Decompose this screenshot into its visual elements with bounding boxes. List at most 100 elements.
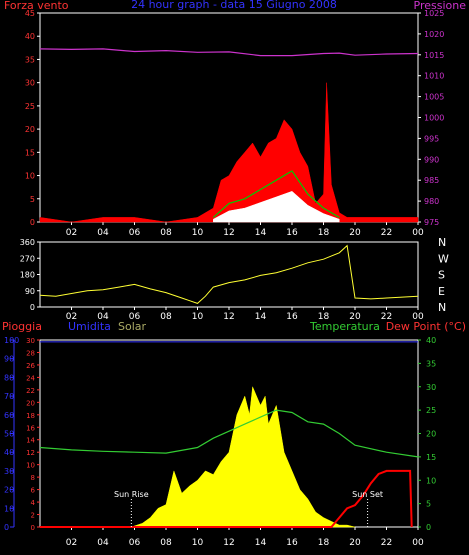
top-x-label: 10: [192, 228, 204, 238]
rain-tick-label: 2: [31, 512, 35, 520]
top-x-label: 16: [286, 228, 298, 238]
direction-letter: N: [438, 236, 446, 249]
top-left-tick-label: 25: [25, 102, 35, 111]
direction-x-label: 12: [223, 312, 234, 322]
direction-x-label: 02: [66, 312, 77, 322]
direction-x-label: 04: [97, 312, 109, 322]
humidity-tick-label: 60: [4, 411, 14, 420]
top-x-label: 04: [97, 228, 109, 238]
temp-tick-label: 5: [426, 500, 431, 509]
bottom-x-label: 18: [318, 538, 330, 548]
wind-low-area: [213, 191, 340, 223]
top-left-tick-label: 40: [25, 32, 35, 41]
bottom-x-label: 04: [97, 538, 109, 548]
rain-tick-label: 14: [26, 437, 35, 445]
rain-line: [40, 469, 413, 528]
direction-letter: S: [438, 269, 445, 282]
top-x-label: 22: [381, 228, 392, 238]
direction-letter: N: [438, 301, 446, 314]
top-left-tick-label: 35: [25, 55, 35, 64]
temp-tick-label: 40: [426, 336, 436, 345]
top-right-tick-label: 980: [424, 197, 439, 206]
top-right-tick-label: 975: [424, 218, 439, 227]
direction-tick-label: 180: [20, 271, 35, 280]
direction-tick-label: 90: [25, 287, 35, 296]
top-right-tick-label: 995: [424, 134, 439, 143]
dewpoint-label: Dew Point (°C): [386, 320, 466, 333]
rain-tick-label: 26: [26, 362, 35, 370]
top-x-label: 00: [412, 228, 424, 238]
annotation-label: Sun Rise: [114, 490, 149, 499]
direction-x-label: 00: [412, 312, 424, 322]
rain-tick-label: 28: [26, 349, 35, 357]
bottom-x-label: 06: [129, 538, 141, 548]
top-title: 24 hour graph - data 15 Giugno 2008: [131, 0, 337, 11]
top-right-tick-label: 985: [424, 176, 439, 185]
rain-tick-label: 24: [26, 374, 35, 382]
direction-tick-label: 270: [20, 254, 35, 263]
top-x-label: 06: [129, 228, 141, 238]
top-x-label: 14: [255, 228, 267, 238]
top-right-tick-label: 1010: [424, 72, 444, 81]
top-right-tick-label: 990: [424, 155, 439, 164]
bottom-x-label: 16: [286, 538, 298, 548]
top-right-tick-label: 1025: [424, 9, 444, 18]
rain-tick-label: 6: [31, 487, 36, 495]
temp-tick-label: 15: [426, 453, 436, 462]
top-left-tick-label: 15: [25, 148, 35, 157]
bottom-x-label: 12: [223, 538, 234, 548]
direction-x-label: 06: [129, 312, 141, 322]
top-left-tick-label: 0: [30, 218, 35, 227]
bottom-x-label: 08: [160, 538, 172, 548]
direction-tick-label: 0: [30, 303, 35, 312]
top-right-tick-label: 1015: [424, 51, 444, 60]
humidity-tick-label: 100: [4, 336, 19, 345]
rain-label: Pioggia: [2, 320, 42, 333]
temp-tick-label: 10: [426, 476, 436, 485]
humidity-tick-label: 30: [4, 467, 14, 476]
humidity-tick-label: 70: [4, 392, 14, 401]
rain-tick-label: 8: [31, 474, 35, 482]
bottom-x-label: 20: [349, 538, 361, 548]
wind-gust-area: [39, 82, 419, 223]
bottom-x-label: 22: [381, 538, 392, 548]
direction-x-label: 20: [349, 312, 361, 322]
top-right-tick-label: 1005: [424, 93, 444, 102]
temperature-label: Temperatura: [309, 320, 380, 333]
bottom-x-label: 00: [412, 538, 424, 548]
bottom-x-label: 14: [255, 538, 267, 548]
humidity-tick-label: 0: [4, 523, 9, 532]
top-right-axis-label: Pressione: [414, 0, 467, 12]
direction-letter: E: [438, 285, 445, 298]
humidity-tick-label: 50: [4, 430, 14, 439]
humidity-tick-label: 90: [4, 355, 14, 364]
rain-tick-label: 10: [26, 462, 35, 470]
direction-x-label: 16: [286, 312, 298, 322]
top-right-tick-label: 1020: [424, 30, 444, 39]
top-x-label: 02: [66, 228, 77, 238]
top-x-label: 12: [223, 228, 234, 238]
top-left-tick-label: 20: [25, 125, 35, 134]
rain-tick-label: 20: [26, 399, 35, 407]
bottom-x-label: 10: [192, 538, 204, 548]
top-left-axis-label: Forza vento: [4, 0, 69, 12]
top-x-label: 20: [349, 228, 361, 238]
rain-tick-label: 4: [31, 499, 36, 507]
bottom-x-label: 02: [66, 538, 77, 548]
humidity-tick-label: 40: [4, 448, 14, 457]
top-left-tick-label: 5: [30, 195, 35, 204]
humidity-label: Umidita: [68, 320, 111, 333]
top-x-label: 08: [160, 228, 172, 238]
rain-tick-label: 12: [26, 449, 35, 457]
direction-x-label: 08: [160, 312, 172, 322]
rain-tick-label: 22: [26, 387, 35, 395]
rain-tick-label: 16: [26, 424, 35, 432]
rain-tick-label: 18: [26, 412, 35, 420]
top-x-label: 18: [318, 228, 330, 238]
direction-x-label: 22: [381, 312, 392, 322]
temperature-line: [39, 409, 419, 458]
temp-tick-label: 25: [426, 406, 436, 415]
rain-tick-label: 0: [31, 524, 35, 532]
humidity-tick-label: 80: [4, 373, 14, 382]
temp-tick-label: 20: [426, 430, 436, 439]
